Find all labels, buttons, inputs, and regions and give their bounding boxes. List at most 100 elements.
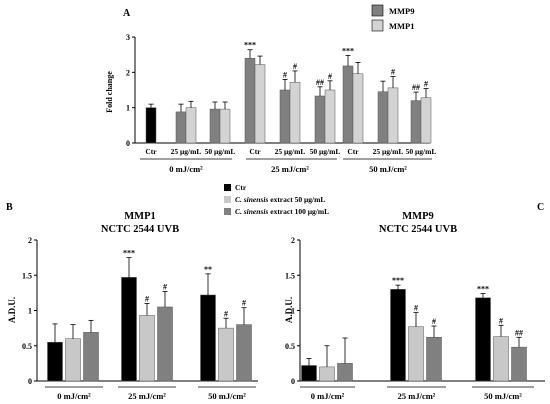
panel-c-title-line1: MMP9 [402,211,434,222]
panel-a-mmp9-bar [410,100,422,144]
panel-c-significance-mark: ## [515,328,523,337]
legend-bc-swatch-50 [224,196,231,203]
panel-b-title-line1: MMP1 [124,211,156,222]
panel-b-significance-mark: ** [204,265,212,274]
panel-a-mmp9-bar [314,95,326,144]
panel-a-category-label: 25 µg/mL [275,147,306,156]
panel-b-series0-bar [47,341,63,382]
panel-c-significance-mark: # [414,304,418,313]
legend-bc-label-ctr: Ctr [235,183,247,192]
panel-c-significance-mark: # [499,316,503,325]
panel-a-mmp1-bar [352,73,364,144]
panel-c-series1-bar [408,326,424,382]
panel-b-y-tick-label: 1.5 [22,271,32,280]
panel-letter-c: C [537,202,544,213]
legend-bc-label-100-italic: C. sinensis [235,207,268,216]
legend-bc-label-50-italic: C. sinensis [235,195,268,204]
panel-c-series2-bar [511,346,527,382]
panel-a-mmp1-bar [420,97,432,144]
panel-b-series1-bar [139,315,155,382]
panel-b-group-label: 25 mJ/cm² [128,391,166,401]
panel-b-series0-bar [121,277,137,382]
panel-a-mmp9-bar [279,89,291,144]
panel-c-series0-bar [475,297,491,382]
panel-a-y-tick-label: 3 [126,33,130,42]
panel-b-series0-bar [200,294,216,382]
panel-a-category-label: Ctr [249,147,261,156]
panel-a-significance-mark: # [391,68,395,77]
legend-bc-label-50: C. sinensis extract 50 µg/mL [235,195,325,204]
panel-c-significance-mark: *** [477,285,489,294]
panel-b-series2-bar [236,324,252,382]
panel-c-group-label: 0 mJ/cm² [311,391,345,401]
panel-a-mmp9-bar [209,108,221,144]
panel-b-significance-mark: # [242,299,246,308]
panel-c-y-tick-label: 0.5 [285,342,295,351]
panel-a-significance-mark: ## [412,83,420,92]
panel-b-group-label: 0 mJ/cm² [57,391,91,401]
panel-a-category-label: Ctr [347,147,359,156]
panel-a-category-label: 50 µg/mL [406,147,437,156]
panel-a-mmp9-bar [342,65,354,144]
panel-a-mmp1-bar [254,64,266,144]
legend-bc-label-50-rest: extract 50 µg/mL [268,195,325,204]
panel-a-mmp9-bar [244,57,256,144]
panel-a-mmp9-bar [377,91,389,144]
panel-a-category-label: 25 µg/mL [171,147,202,156]
panel-c-series0-bar [390,289,406,382]
panel-c-series2-bar [337,363,353,382]
panel-c-ylabel: A.D.U. [284,297,294,323]
panel-a-y-tick-label: 2 [126,68,130,77]
panel-a-ctr-bar [145,107,157,144]
panel-b-series2-bar [83,332,99,382]
panel-a-category-label: 25 µg/mL [373,147,404,156]
panel-a-significance-mark: *** [244,41,256,50]
panel-c-y-tick-label: 2 [291,236,295,245]
legend-bc-label-100: C. sinensis extract 100 µg/mL [235,207,329,216]
panel-b-series2-bar [157,306,173,382]
panel-c-title-line2: NCTC 2544 UVB [379,224,457,235]
panel-letter-b: B [6,202,13,213]
panel-c-group-label: 25 mJ/cm² [398,391,436,401]
panel-a-mmp1-bar [185,107,197,144]
panel-a-ylabel: Fold change [105,71,114,113]
panel-c-series1-bar [493,336,509,382]
panel-c-significance-mark: # [432,317,436,326]
panel-a-significance-mark: # [283,70,287,79]
panel-a-group-label: 50 mJ/cm² [369,164,407,174]
panel-b-y-tick-label: 2 [28,236,32,245]
panel-b-significance-mark: *** [123,249,135,258]
panel-a-group-label: 0 mJ/cm² [169,164,203,174]
panel-c-plot: 00.511.52***##***###0 mJ/cm² 25 mJ/cm² 50 … [285,236,545,401]
panel-c-y-tick-label: 1.5 [285,271,295,280]
legend-bc-swatch-100 [224,208,231,215]
legend-bc-swatch-ctr [224,184,231,191]
panel-b-series1-bar [65,338,81,382]
panel-b-significance-mark: # [145,294,149,303]
panel-a-mmp1-bar [289,81,301,144]
panel-a-mmp1-bar [219,108,231,144]
panel-a-category-label: 50 µg/mL [310,147,341,156]
panel-a-significance-mark: # [424,80,428,89]
panel-b-series1-bar [218,327,234,382]
panel-a-significance-mark: *** [342,46,354,55]
legend-a-swatch-mmp1 [371,19,384,32]
panel-a-y-tick-label: 1 [126,104,130,113]
panel-b-group-label: 50 mJ/cm² [208,391,246,401]
panel-a-mmp1-bar [387,87,399,144]
legend-a-label-mmp9: MMP9 [389,6,415,16]
panel-a-category-label: Ctr [145,147,157,156]
panel-b-plot: 0 0.5 1 1.5 2 *** # # ** # #0 mJ/cm² 25 mJ/cm² 50 mJ… [22,236,258,401]
panel-a-significance-mark: # [328,72,332,81]
panel-a-group-label: 25 mJ/cm² [271,164,309,174]
panel-b-y-tick-label: 0.5 [22,342,32,351]
legend-a-swatch-mmp9 [371,4,384,17]
panel-c-group-label: 50 mJ/cm² [484,391,522,401]
panel-c-series0-bar [301,365,317,382]
panel-b-title-line2: NCTC 2544 UVB [101,224,179,235]
panel-c-series1-bar [319,366,335,382]
panel-c-significance-mark: *** [392,276,404,285]
panel-b-y-tick-label: 1 [28,307,32,316]
panel-b-ylabel: A.D.U. [7,297,17,323]
